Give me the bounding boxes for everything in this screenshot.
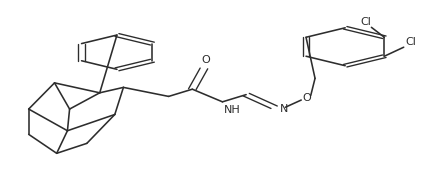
Text: Cl: Cl (405, 37, 416, 47)
Text: NH: NH (223, 105, 240, 115)
Text: Cl: Cl (361, 17, 372, 27)
Text: O: O (302, 93, 311, 103)
Text: N: N (280, 104, 288, 114)
Text: O: O (202, 55, 210, 65)
